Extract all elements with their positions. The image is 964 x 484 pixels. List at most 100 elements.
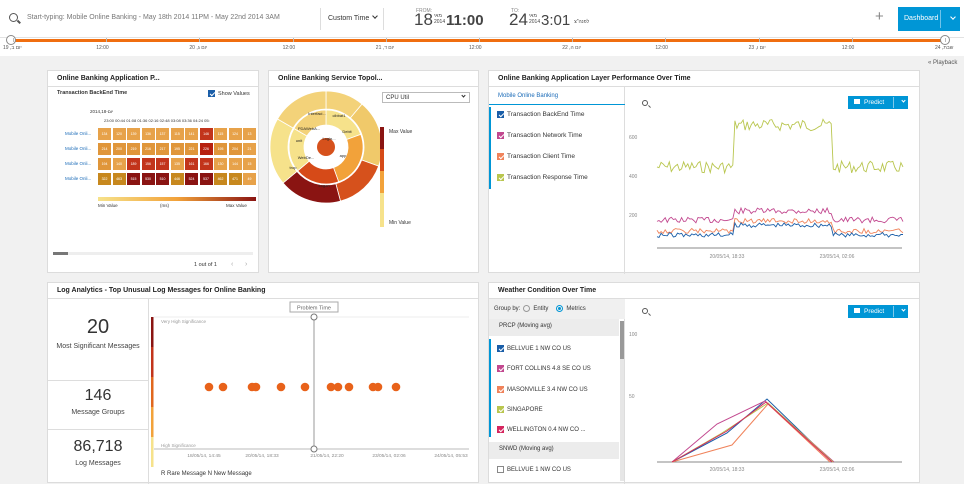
legend-item-response[interactable]: Transaction Response Time (497, 174, 588, 181)
checkbox-icon[interactable] (497, 426, 504, 433)
heatmap-cell[interactable]: 141 (185, 128, 198, 140)
heatmap-cell[interactable]: 134 (98, 128, 111, 140)
perf-group-header[interactable]: Mobile Online Banking (489, 88, 625, 105)
heatmap-cell[interactable]: 157 (156, 158, 169, 170)
heatmap-cell[interactable]: 515 (127, 173, 140, 185)
problem-time-handle[interactable] (310, 445, 318, 453)
checkbox-icon[interactable] (497, 406, 504, 413)
heatmap-cell[interactable]: 146 (199, 128, 213, 140)
heatmap-row-label[interactable]: Mobile Onli... (65, 146, 92, 151)
log-message-dot[interactable] (333, 382, 343, 392)
legend-item-network[interactable]: Transaction Network Time (497, 132, 582, 139)
checkbox-icon[interactable] (497, 174, 504, 181)
heatmap-cell[interactable]: 530 (141, 173, 155, 185)
heatmap-cell[interactable]: 219 (127, 143, 140, 155)
log-message-dot[interactable] (373, 382, 383, 392)
log-message-dot[interactable] (251, 382, 261, 392)
heatmap-cell[interactable]: 221 (185, 143, 198, 155)
log-message-dot[interactable] (204, 382, 214, 392)
heatmap-cell[interactable]: 204 (228, 143, 242, 155)
heatmap-cell[interactable]: 214 (98, 143, 111, 155)
heatmap-cell[interactable]: 194 (98, 158, 111, 170)
stat-value[interactable]: 146 (84, 387, 112, 404)
log-message-dot[interactable] (391, 382, 401, 392)
series-line[interactable] (656, 118, 904, 175)
search-icon[interactable] (9, 13, 18, 22)
metric-select[interactable]: CPU Util (382, 92, 470, 103)
from-time[interactable]: 11:00 (446, 12, 484, 29)
log-message-dot[interactable] (218, 382, 228, 392)
heatmap-cell[interactable]: 49 (243, 173, 256, 185)
custom-time-dropdown[interactable]: Custom Time (320, 8, 384, 30)
heatmap-cell[interactable]: 124 (228, 128, 242, 140)
predict-button[interactable]: Predict (848, 96, 908, 109)
checkbox-icon[interactable] (497, 345, 504, 352)
checkbox-icon[interactable] (497, 386, 504, 393)
heatmap-cell[interactable]: 471 (228, 173, 242, 185)
heatmap-cell[interactable]: 226 (199, 143, 213, 155)
prev-page-icon[interactable]: ‹ (231, 261, 234, 268)
zoom-icon[interactable] (642, 308, 648, 314)
series-line[interactable] (671, 401, 833, 463)
log-significance-chart[interactable]: Very High Significance High Significance P… (149, 299, 479, 484)
heatmap-cell[interactable]: 217 (156, 143, 169, 155)
heatmap-cell[interactable]: 195 (170, 143, 184, 155)
heatmap-cell[interactable]: 463 (112, 173, 126, 185)
checkbox-icon[interactable] (497, 132, 504, 139)
heatmap-cell[interactable]: 216 (141, 143, 155, 155)
weather-chart[interactable]: 100 50 20/05/14, 18:33 23/05/14, 02:06 (627, 323, 907, 473)
entity-label[interactable]: Entity (533, 306, 549, 313)
checkbox-icon[interactable] (497, 111, 504, 118)
legend-scrollbar[interactable] (620, 321, 624, 481)
weather-item[interactable]: BELLVUE 1 NW CO US (497, 466, 571, 473)
heatmap-cell[interactable]: 21 (243, 143, 256, 155)
heatmap-cell[interactable]: 200 (112, 143, 126, 155)
checkbox-icon[interactable] (497, 153, 504, 160)
heatmap-cell[interactable]: 130 (214, 158, 227, 170)
entity-radio[interactable] (523, 305, 531, 312)
problem-time-handle[interactable] (310, 313, 318, 321)
heatmap-cell[interactable]: 15 (243, 158, 256, 170)
horizontal-scrollbar[interactable] (53, 252, 253, 255)
playback-button[interactable]: « Playback (928, 60, 958, 66)
heatmap-row-label[interactable]: Mobile Onli... (65, 161, 92, 166)
heatmap-cell[interactable]: 189 (127, 158, 140, 170)
weather-item[interactable]: WELLINGTON 0.4 NW CO ... (497, 426, 586, 433)
heatmap-cell[interactable]: 166 (199, 158, 213, 170)
to-time[interactable]: 3:01 (541, 12, 571, 29)
heatmap-cell[interactable]: 115 (170, 128, 184, 140)
series-line[interactable] (656, 206, 904, 224)
heatmap-cell[interactable]: 137 (156, 128, 169, 140)
weather-item[interactable]: FORT COLLINS 4.8 SE CO US (497, 365, 591, 372)
metrics-radio[interactable] (556, 305, 564, 312)
series-line[interactable] (671, 403, 831, 463)
to-day[interactable]: 24 (509, 10, 528, 29)
predict-button[interactable]: Predict (848, 305, 908, 318)
search-input[interactable]: Start-typing: Mobile Online Banking - Ma… (27, 14, 280, 21)
metrics-label[interactable]: Metrics (566, 306, 586, 313)
add-icon[interactable]: + (875, 8, 884, 25)
zoom-icon[interactable] (642, 100, 648, 106)
checkbox-icon[interactable] (208, 90, 215, 97)
log-message-dot[interactable] (300, 382, 310, 392)
from-day[interactable]: 18 (414, 10, 433, 29)
legend-scrollbar-thumb[interactable] (620, 321, 624, 359)
legend-item-client[interactable]: Transaction Client Time (497, 153, 575, 160)
heatmap-cell[interactable]: 140 (112, 158, 126, 170)
heatmap-cell[interactable]: 120 (112, 128, 126, 140)
weather-item[interactable]: BELLVUE 1 NW CO US (497, 345, 571, 352)
series-line[interactable] (671, 398, 833, 463)
heatmap-cell[interactable]: 136 (141, 128, 155, 140)
heatmap-cell[interactable]: 195 (214, 143, 227, 155)
heatmap-cell[interactable]: 161 (185, 158, 198, 170)
scrollbar-thumb[interactable] (53, 252, 68, 255)
heatmap-cell[interactable]: 139 (127, 128, 140, 140)
dashboard-button[interactable]: Dashboard (898, 7, 960, 31)
timeline-start-handle[interactable] (6, 35, 16, 45)
heatmap-cell[interactable]: 446 (170, 173, 184, 185)
sunburst-center[interactable] (317, 138, 335, 156)
heatmap-row-label[interactable]: Mobile Onli... (65, 131, 92, 136)
log-message-dot[interactable] (326, 382, 336, 392)
stat-value[interactable]: 86,718 (73, 438, 123, 455)
log-message-dot[interactable] (276, 382, 286, 392)
